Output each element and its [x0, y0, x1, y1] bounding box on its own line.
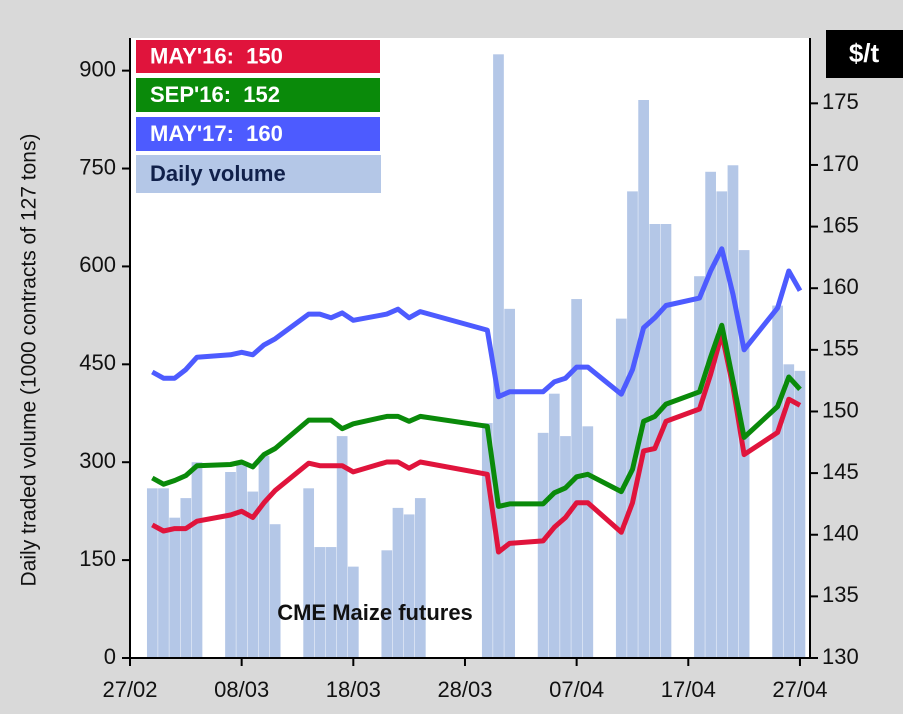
bar	[504, 308, 515, 658]
bar	[303, 488, 315, 658]
x-tick-label: 18/03	[326, 677, 381, 702]
bar	[258, 455, 270, 658]
bar	[627, 191, 638, 659]
y2-label-box	[826, 30, 903, 78]
line	[151, 246, 803, 400]
legend-label: Daily volume	[150, 161, 286, 186]
bar	[649, 224, 661, 658]
y2-tick-label: 140	[822, 521, 859, 546]
bar	[247, 491, 259, 658]
x-tick-label: 17/04	[661, 677, 716, 702]
bar	[794, 370, 806, 658]
y2-tick-label: 145	[822, 459, 859, 484]
legend-swatch	[136, 117, 380, 151]
y2-tick-label: 170	[822, 151, 859, 176]
y-tick-label: 600	[79, 252, 116, 277]
bar	[582, 426, 594, 658]
x-tick-label: 07/04	[549, 677, 604, 702]
bar	[392, 507, 404, 658]
annotation: CME Maize futures	[277, 600, 473, 625]
legend-swatch	[136, 155, 381, 193]
line	[151, 322, 802, 509]
bar	[783, 364, 795, 658]
bar	[180, 498, 192, 658]
y2-tick-label: 160	[822, 274, 859, 299]
y-tick-label: 150	[79, 546, 116, 571]
bar	[381, 550, 393, 658]
x-tick-label: 27/02	[102, 677, 157, 702]
bar	[772, 305, 783, 658]
y2-tick-label: 155	[822, 336, 859, 361]
y-tick-label: 450	[79, 350, 116, 375]
bar	[336, 436, 348, 658]
bar	[560, 436, 571, 658]
bar	[481, 423, 493, 658]
bar	[493, 54, 504, 658]
line	[151, 331, 802, 555]
bar	[225, 472, 236, 658]
y2-tick-label: 165	[822, 212, 859, 237]
bar	[414, 498, 426, 658]
y2-tick-label: 130	[822, 644, 859, 669]
bar	[638, 100, 649, 658]
bar	[660, 224, 672, 658]
bar	[158, 488, 169, 658]
y2-tick-label: 175	[822, 89, 859, 114]
y2-axis-label: $/t	[849, 38, 880, 68]
bar	[236, 462, 248, 658]
bar	[314, 547, 326, 658]
bar	[705, 171, 716, 658]
y-tick-label: 300	[79, 448, 116, 473]
bar	[169, 517, 181, 658]
y-tick-label: 900	[79, 56, 116, 81]
x-tick-label: 08/03	[214, 677, 269, 702]
legend-label: MAY'16: 150	[150, 43, 283, 68]
legend-swatch	[136, 40, 380, 73]
bar	[325, 547, 337, 658]
x-tick-label: 27/04	[772, 677, 827, 702]
y2-tick-label: 135	[822, 582, 859, 607]
bar	[727, 165, 739, 658]
legend-label: MAY'17: 160	[150, 121, 283, 146]
legend-swatch	[136, 78, 380, 112]
y-tick-label: 750	[79, 154, 116, 179]
y2-tick-label: 150	[822, 397, 859, 422]
y-axis-label: Daily traded volume (1000 contracts of 1…	[18, 134, 41, 587]
bar	[403, 514, 415, 658]
bar	[537, 432, 549, 658]
bar	[716, 191, 728, 659]
bar	[146, 488, 158, 658]
bar	[347, 566, 359, 658]
x-tick-label: 28/03	[437, 677, 492, 702]
bar	[191, 462, 203, 658]
legend-label: SEP'16: 152	[150, 82, 280, 107]
bar	[694, 276, 705, 658]
y-tick-label: 0	[104, 644, 116, 669]
bar	[269, 524, 281, 658]
